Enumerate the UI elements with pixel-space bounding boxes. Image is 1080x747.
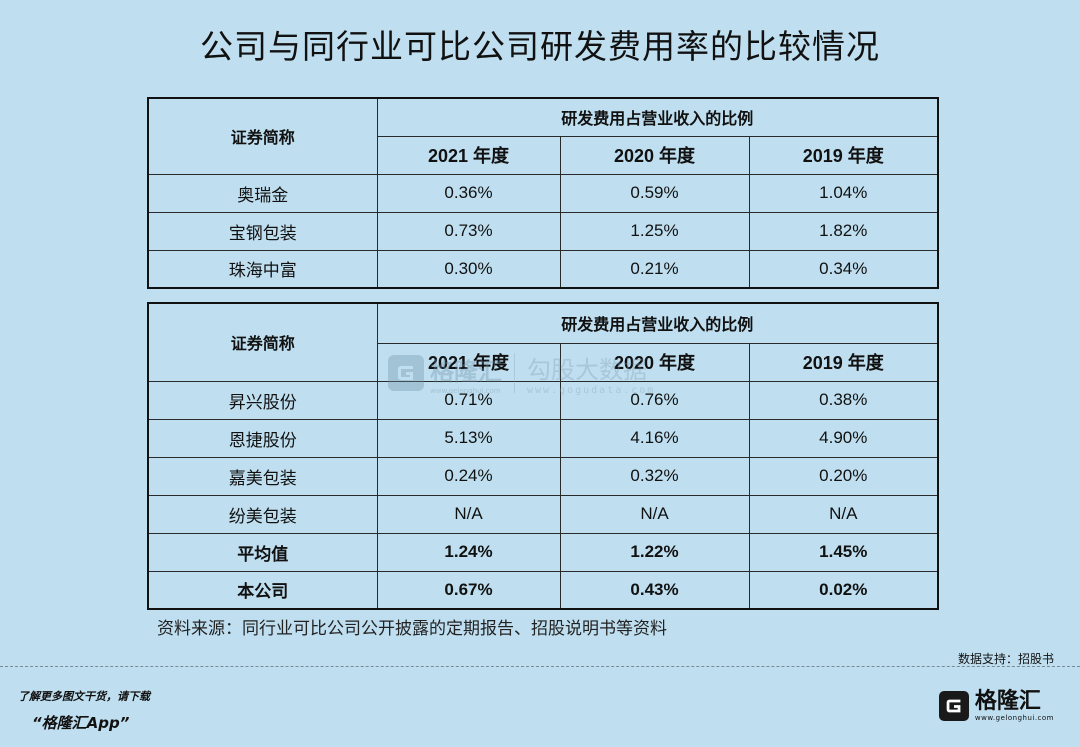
company-name: 纷美包装 xyxy=(147,494,378,534)
year-header: 2020 年度 xyxy=(559,342,750,382)
ratio-cell: 1.04% xyxy=(748,173,939,213)
ratio-cell: 0.67% xyxy=(376,570,561,610)
average-label: 平均值 xyxy=(147,532,378,572)
table-row: 纷美包装 N/A N/A N/A xyxy=(147,494,939,534)
comparison-table-1: 证券简称 研发费用占营业收入的比例 2021 年度 2020 年度 2019 年… xyxy=(147,97,940,289)
ratio-cell: 0.43% xyxy=(559,570,750,610)
table-row: 恩捷股份 5.13% 4.16% 4.90% xyxy=(147,418,939,458)
company-name: 昇兴股份 xyxy=(147,380,378,420)
brand-name: 格隆汇 xyxy=(974,689,1041,714)
year-header: 2021 年度 xyxy=(376,342,561,382)
ratio-cell: 0.02% xyxy=(748,570,939,610)
ratio-cell: 0.76% xyxy=(559,380,750,420)
ratio-cell: 0.71% xyxy=(376,380,561,420)
company-name: 奥瑞金 xyxy=(147,173,378,213)
ratio-cell: 0.34% xyxy=(748,249,939,289)
company-row: 本公司 0.67% 0.43% 0.02% xyxy=(147,570,939,610)
ratio-cell: 0.24% xyxy=(376,456,561,496)
table-row: 嘉美包装 0.24% 0.32% 0.20% xyxy=(147,456,939,496)
brand-logo-icon xyxy=(938,691,969,721)
year-header: 2019 年度 xyxy=(748,135,939,175)
table-row: 宝钢包装 0.73% 1.25% 1.82% xyxy=(147,211,939,251)
comparison-table-2: 证券简称 研发费用占营业收入的比例 2021 年度 2020 年度 2019 年… xyxy=(147,302,940,610)
company-label: 本公司 xyxy=(147,570,378,610)
ratio-cell: N/A xyxy=(376,494,561,534)
group-header: 研发费用占营业收入的比例 xyxy=(376,302,939,344)
ratio-cell: 1.24% xyxy=(376,532,561,572)
company-name: 嘉美包装 xyxy=(147,456,378,496)
name-header: 证券简称 xyxy=(147,97,378,175)
ratio-cell: 4.16% xyxy=(559,418,750,458)
ratio-cell: 4.90% xyxy=(748,418,939,458)
company-name: 恩捷股份 xyxy=(147,418,378,458)
ratio-cell: 5.13% xyxy=(376,418,561,458)
ratio-cell: 0.36% xyxy=(376,173,561,213)
company-name: 宝钢包装 xyxy=(147,211,378,251)
ratio-cell: 0.59% xyxy=(559,173,750,213)
ratio-cell: 0.21% xyxy=(559,249,750,289)
promo-line-2: “格隆汇App” xyxy=(32,714,130,732)
ratio-cell: 0.20% xyxy=(748,456,939,496)
data-support: 数据支持：招股书 xyxy=(957,652,1054,666)
source-note: 资料来源：同行业可比公司公开披露的定期报告、招股说明书等资料 xyxy=(157,619,667,639)
group-header: 研发费用占营业收入的比例 xyxy=(376,97,939,137)
year-header: 2021 年度 xyxy=(376,135,561,175)
ratio-cell: 0.73% xyxy=(376,211,561,251)
ratio-cell: 1.82% xyxy=(748,211,939,251)
ratio-cell: 0.30% xyxy=(376,249,561,289)
brand-url: www.gelonghui.com xyxy=(974,714,1054,722)
ratio-cell: N/A xyxy=(748,494,939,534)
year-header: 2019 年度 xyxy=(748,342,939,382)
ratio-cell: 0.32% xyxy=(559,456,750,496)
ratio-cell: N/A xyxy=(559,494,750,534)
ratio-cell: 1.45% xyxy=(748,532,939,572)
promo-line-1: 了解更多图文干货，请下载 xyxy=(18,690,150,703)
name-header: 证券简称 xyxy=(147,302,378,382)
brand-logo: 格隆汇 www.gelonghui.com xyxy=(938,689,1054,722)
company-name: 珠海中富 xyxy=(147,249,378,289)
divider xyxy=(0,666,1080,667)
page-title: 公司与同行业可比公司研发费用率的比较情况 xyxy=(200,27,880,66)
ratio-cell: 1.25% xyxy=(559,211,750,251)
year-header: 2020 年度 xyxy=(559,135,750,175)
table-row: 奥瑞金 0.36% 0.59% 1.04% xyxy=(147,173,939,213)
ratio-cell: 0.38% xyxy=(748,380,939,420)
table-row: 昇兴股份 0.71% 0.76% 0.38% xyxy=(147,380,939,420)
table-row: 珠海中富 0.30% 0.21% 0.34% xyxy=(147,249,939,289)
average-row: 平均值 1.24% 1.22% 1.45% xyxy=(147,532,939,572)
ratio-cell: 1.22% xyxy=(559,532,750,572)
